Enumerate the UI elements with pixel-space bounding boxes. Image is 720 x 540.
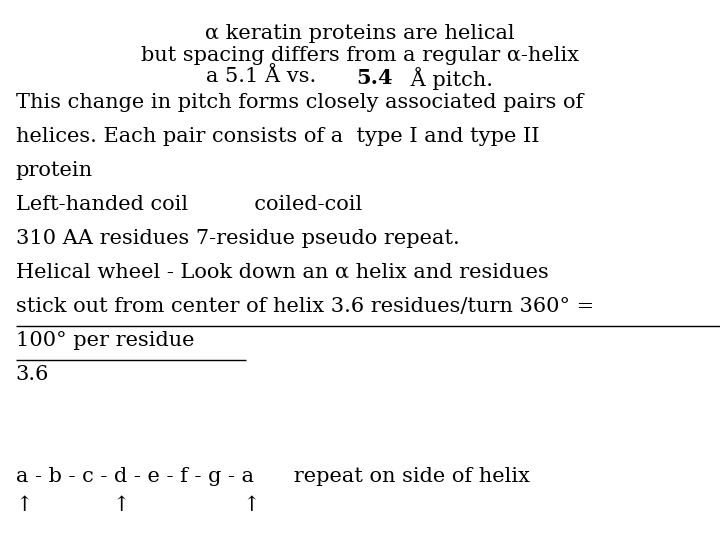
Text: Å pitch.: Å pitch. xyxy=(404,68,492,91)
Text: stick out from center of helix 3.6 residues/turn 360° =: stick out from center of helix 3.6 resid… xyxy=(16,297,594,316)
Text: ↑            ↑                 ↑: ↑ ↑ ↑ xyxy=(16,496,261,515)
Text: Left-handed coil          coiled-coil: Left-handed coil coiled-coil xyxy=(16,195,362,214)
Text: Helical wheel - Look down an α helix and residues: Helical wheel - Look down an α helix and… xyxy=(16,263,549,282)
Text: 310 AA residues 7-residue pseudo repeat.: 310 AA residues 7-residue pseudo repeat. xyxy=(16,229,459,248)
Text: a 5.1 Å vs.: a 5.1 Å vs. xyxy=(206,68,323,86)
Text: but spacing differs from a regular α-helix: but spacing differs from a regular α-hel… xyxy=(141,46,579,65)
Text: This change in pitch forms closely associated pairs of: This change in pitch forms closely assoc… xyxy=(16,93,583,112)
Text: helices. Each pair consists of a  type I and type II: helices. Each pair consists of a type I … xyxy=(16,127,539,146)
Text: α keratin proteins are helical: α keratin proteins are helical xyxy=(205,24,515,43)
Text: 5.4: 5.4 xyxy=(356,68,393,87)
Text: 100° per residue: 100° per residue xyxy=(16,331,194,350)
Text: protein: protein xyxy=(16,161,93,180)
Text: a - b - c - d - e - f - g - a      repeat on side of helix: a - b - c - d - e - f - g - a repeat on … xyxy=(16,467,530,486)
Text: 3.6: 3.6 xyxy=(16,365,49,384)
